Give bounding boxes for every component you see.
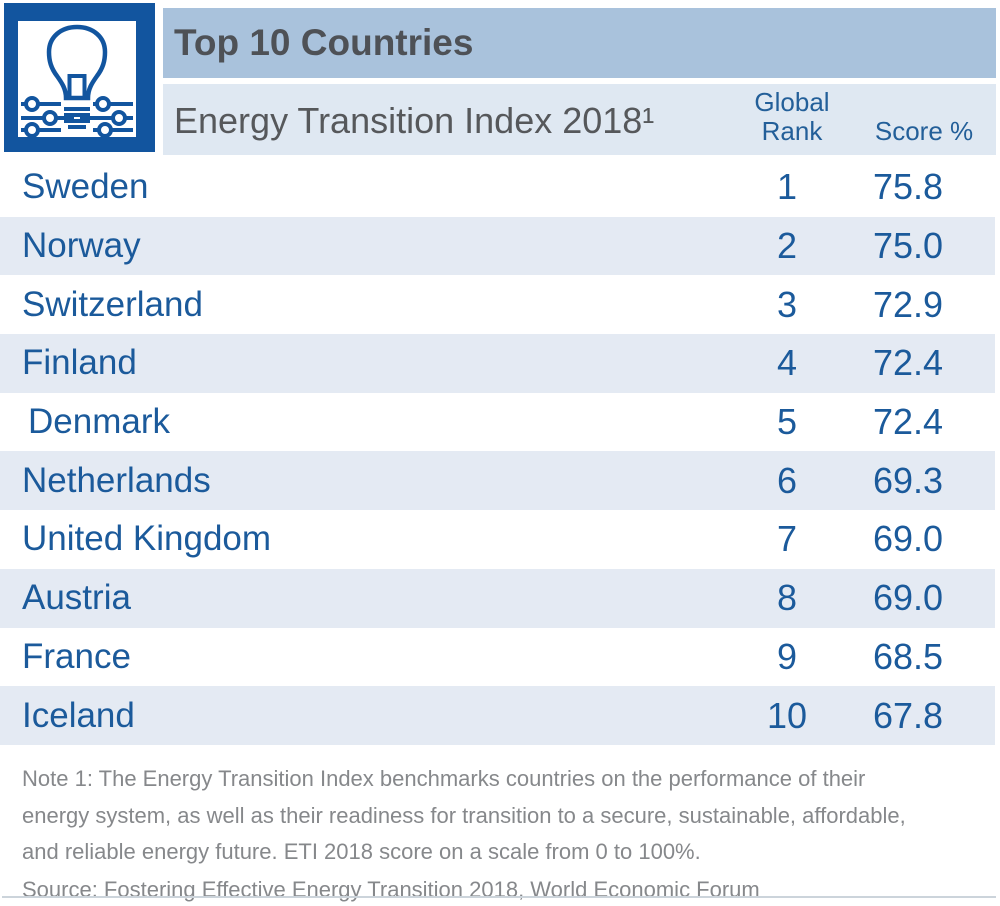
country-cell: United Kingdom: [22, 519, 272, 559]
subtitle-band: Energy Transition Index 2018¹ Global Ran…: [163, 84, 996, 155]
score-cell: 75.8: [872, 166, 944, 208]
score-cell: 72.9: [872, 283, 944, 325]
country-cell: Finland: [22, 343, 137, 383]
score-cell: 72.4: [872, 342, 944, 384]
country-cell: Iceland: [22, 695, 135, 735]
table-row: Norway 2 75.0: [0, 216, 995, 276]
footnote-block: Note 1: The Energy Transition Index benc…: [22, 761, 906, 906]
rank-cell: 6: [776, 459, 798, 501]
page-title: Top 10 Countries: [174, 22, 474, 63]
country-table: Sweden 1 75.8 Norway 2 75.0 Switzerland …: [0, 158, 995, 745]
source-line: Source: Fostering Effective Energy Trans…: [22, 876, 760, 902]
table-row: Netherlands 6 69.3: [0, 451, 995, 511]
country-cell: Denmark: [28, 402, 170, 442]
column-header-score: Score %: [874, 116, 974, 146]
table-row: France 9 68.5: [0, 627, 995, 687]
score-cell: 68.5: [872, 635, 944, 677]
country-cell: Netherlands: [22, 460, 211, 500]
rank-cell: 3: [776, 283, 798, 325]
rank-cell: 8: [776, 577, 798, 619]
score-cell: 67.8: [872, 694, 944, 736]
country-cell: Austria: [22, 578, 131, 618]
score-cell: 69.0: [872, 518, 944, 560]
footnote-line: energy system, as well as their readines…: [22, 802, 906, 828]
table-row: Finland 4 72.4: [0, 334, 995, 393]
score-cell: 75.0: [872, 225, 944, 267]
footnote-line: Note 1: The Energy Transition Index benc…: [22, 766, 866, 791]
column-header-global-rank: Global Rank: [754, 87, 830, 146]
rank-cell: 10: [766, 694, 808, 736]
table-row: Austria 8 69.0: [0, 568, 995, 628]
bottom-divider: [2, 896, 996, 898]
lightbulb-circuit-icon: [18, 21, 136, 137]
title-band: Top 10 Countries: [163, 8, 996, 78]
country-cell: France: [22, 636, 131, 676]
wef-energy-logo-block: [4, 3, 155, 152]
rank-cell: 1: [776, 166, 798, 208]
score-cell: 72.4: [872, 401, 944, 443]
table-row: United Kingdom 7 69.0: [0, 510, 995, 569]
country-cell: Sweden: [22, 167, 149, 207]
page-subtitle: Energy Transition Index 2018¹: [174, 100, 655, 141]
footnote-line: and reliable energy future. ETI 2018 sco…: [22, 839, 701, 864]
country-cell: Switzerland: [22, 284, 203, 324]
rank-cell: 5: [776, 401, 798, 443]
country-cell: Norway: [22, 226, 141, 266]
table-row: Sweden 1 75.8: [0, 158, 995, 217]
rank-cell: 4: [776, 342, 798, 384]
table-row: Switzerland 3 72.9: [0, 275, 995, 335]
table-row: Iceland 10 67.8: [0, 686, 995, 745]
score-cell: 69.3: [872, 459, 944, 501]
lightbulb-circuit-svg: [21, 24, 133, 137]
score-cell: 69.0: [872, 577, 944, 619]
rank-cell: 2: [776, 225, 798, 267]
rank-cell: 9: [776, 635, 798, 677]
rank-cell: 7: [776, 518, 798, 560]
table-row: Denmark 5 72.4: [0, 392, 995, 452]
